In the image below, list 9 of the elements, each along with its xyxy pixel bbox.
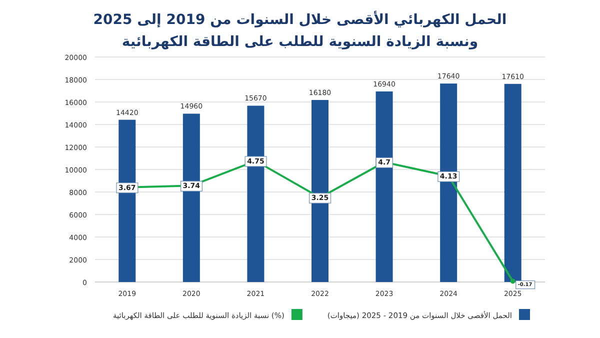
- chart-title: الحمل الكهربائي الأقصى خلال السنوات من 2019 إلى 2025: [93, 10, 507, 28]
- bar: [312, 100, 328, 282]
- bar: [118, 120, 136, 282]
- bar: [440, 84, 458, 282]
- chart-subtitle: ونسبة الزيادة السنوية للطلب على الطاقة الكهربائية: [122, 34, 478, 50]
- bar: [247, 106, 264, 282]
- bar: [182, 114, 200, 282]
- bar: [376, 91, 393, 282]
- bar: [504, 84, 522, 282]
